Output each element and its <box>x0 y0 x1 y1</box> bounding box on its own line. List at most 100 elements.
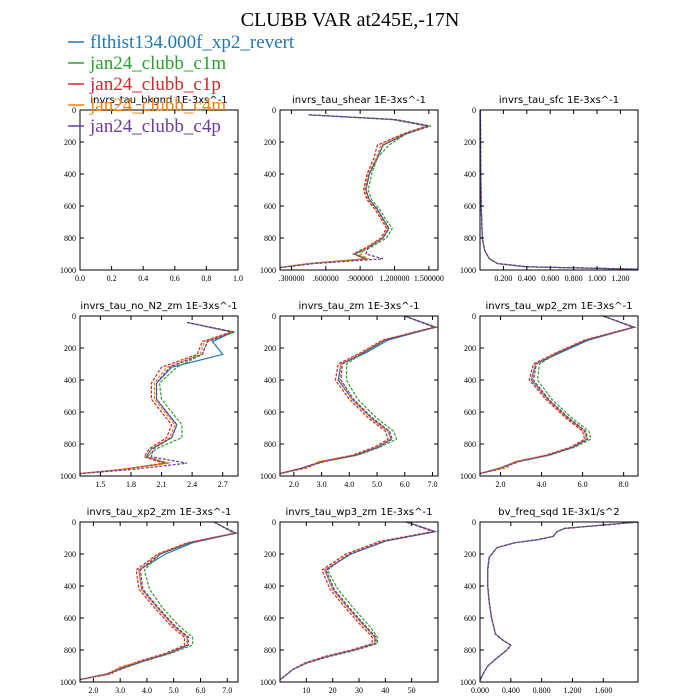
y-tick-label: 600 <box>464 202 476 211</box>
x-tick-label: 1.8 <box>126 480 136 489</box>
series-line-3 <box>80 321 234 475</box>
series-line-1 <box>480 522 638 681</box>
y-tick-label: 200 <box>264 344 276 353</box>
series-line-1 <box>280 316 438 475</box>
series-line-3 <box>280 316 436 475</box>
x-tick-label: 1.5 <box>95 480 105 489</box>
series-line-3 <box>80 522 236 681</box>
series-group <box>480 522 638 681</box>
x-tick-label: 10 <box>302 686 310 695</box>
series-group <box>80 522 238 681</box>
y-tick-label: 200 <box>64 550 76 559</box>
x-tick-label: 3.0 <box>317 480 327 489</box>
panel-9: bv_freq_sqd 1E-3x1/s^2020040060080010000… <box>460 507 639 695</box>
legend: flthist134.000f_xp2_revertjan24_clubb_c1… <box>68 32 295 137</box>
series-line-5 <box>280 522 436 681</box>
series-line-1 <box>280 114 432 269</box>
x-tick-label: 7.0 <box>427 480 437 489</box>
series-line-4 <box>480 110 638 270</box>
series-line-2 <box>280 522 436 681</box>
series-line-5 <box>280 114 432 269</box>
y-tick-label: 0 <box>272 518 276 527</box>
y-tick-label: 200 <box>464 344 476 353</box>
y-tick-label: 1000 <box>260 678 276 687</box>
series-line-2 <box>480 316 637 475</box>
x-tick-label: 5.0 <box>169 686 179 695</box>
y-tick-label: 800 <box>464 234 476 243</box>
x-tick-label: 0.200 <box>494 274 512 283</box>
plot-frame <box>479 521 639 683</box>
x-tick-label: 2.1 <box>157 480 167 489</box>
series-line-4 <box>80 522 238 681</box>
y-tick-label: 800 <box>264 646 276 655</box>
x-tick-label: 1.200 <box>611 274 629 283</box>
series-line-5 <box>80 321 236 475</box>
series-line-3 <box>280 522 435 681</box>
legend-label: flthist134.000f_xp2_revert <box>90 32 295 53</box>
x-tick-label: 3.0 <box>115 686 125 695</box>
series-line-1 <box>80 522 238 681</box>
x-tick-label: 2.0 <box>88 686 98 695</box>
plot-frame <box>479 315 639 477</box>
series-line-5 <box>480 522 638 681</box>
x-tick-label: 0.000 <box>471 686 489 695</box>
x-tick-label: 0.800 <box>565 274 583 283</box>
x-tick-label: 1.000 <box>588 274 606 283</box>
x-tick-label: 2.4 <box>187 480 197 489</box>
y-tick-label: 1000 <box>460 266 476 275</box>
y-tick-label: 1000 <box>60 678 76 687</box>
y-tick-label: 200 <box>264 550 276 559</box>
plot-frame <box>79 521 239 683</box>
panel-title: bv_freq_sqd 1E-3x1/s^2 <box>498 507 620 518</box>
series-line-3 <box>280 114 427 269</box>
x-tick-label: 6.0 <box>578 480 588 489</box>
x-tick-label: 0.400 <box>518 274 536 283</box>
series-line-1 <box>480 316 636 475</box>
y-tick-label: 0 <box>272 106 276 115</box>
plot-frame <box>479 109 639 271</box>
x-tick-label: 20 <box>329 686 337 695</box>
panel-title: invrs_tau_shear 1E-3xs^-1 <box>292 95 426 106</box>
series-line-4 <box>280 114 431 269</box>
series-line-3 <box>480 316 635 475</box>
x-tick-label: 1.200000 <box>379 274 409 283</box>
series-line-2 <box>280 114 432 269</box>
plot-frame <box>279 315 439 477</box>
panel-1: invrs_tau_bkgnd 1E-3xs^-1 0 200 400 600 800 10… <box>60 95 243 283</box>
x-tick-label: 0.800 <box>533 686 551 695</box>
x-tick-label: 2.0 <box>289 480 299 489</box>
y-tick-label: 1000 <box>60 266 76 275</box>
x-tick-label: 0.4 <box>138 274 148 283</box>
panel-title: invrs_tau_zm 1E-3xs^-1 <box>298 301 419 312</box>
plot-frame <box>79 315 239 477</box>
y-tick-label: 800 <box>264 440 276 449</box>
x-tick-label: 0.600 <box>541 274 559 283</box>
y-tick-label: 400 <box>64 376 76 385</box>
x-tick-label: 6.0 <box>196 686 206 695</box>
panel-6: invrs_tau_wp2_zm 1E-3xs^-1 0 200 400 600 800 1… <box>460 301 639 489</box>
series-line-2 <box>480 110 638 270</box>
y-tick-label: 600 <box>464 408 476 417</box>
legend-label: jan24_clubb_c1m <box>89 53 226 74</box>
panel-2: invrs_tau_shear 1E-3xs^-1 0 200 400 600 800 10… <box>260 95 444 283</box>
x-tick-label: 2.7 <box>218 480 228 489</box>
y-tick-label: 1000 <box>460 472 476 481</box>
panel-3: invrs_tau_sfc 1E-3xs^-1 0 200 400 600 800 1000… <box>460 95 639 283</box>
y-tick-label: 600 <box>264 614 276 623</box>
y-tick-label: 0 <box>472 106 476 115</box>
panel-title: invrs_tau_xp2_zm 1E-3xs^-1 <box>87 507 232 518</box>
y-tick-label: 600 <box>264 202 276 211</box>
series-group <box>80 321 238 475</box>
x-tick-label: 50 <box>408 686 416 695</box>
y-tick-label: 0 <box>72 312 76 321</box>
y-tick-label: 0 <box>72 518 76 527</box>
series-line-3 <box>480 110 638 270</box>
y-tick-label: 400 <box>64 170 76 179</box>
x-tick-label: 0.8 <box>201 274 211 283</box>
y-tick-label: 0 <box>72 106 76 115</box>
panel-8: invrs_tau_wp3_zm 1E-3xs^-1 0 200 400 600 800 1… <box>260 507 439 695</box>
series-group <box>280 114 432 269</box>
y-tick-label: 400 <box>264 170 276 179</box>
y-tick-label: 400 <box>464 170 476 179</box>
